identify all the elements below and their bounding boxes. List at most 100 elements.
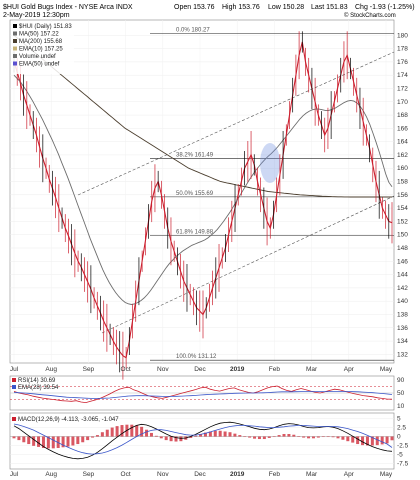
legend-label: Volume undef [19,54,56,60]
macd-hist-bar [140,426,144,437]
macd-hist-bar [37,436,41,447]
macd-hist-bar [27,436,31,445]
rsi-series-line-0 [13,385,393,404]
macd-hist-bar [361,436,365,446]
macd-hist-bar [282,434,286,437]
macd-hist-bar [12,436,16,439]
channel-upper-line [77,51,395,196]
fib-label: 61.8% 149.88 [176,230,214,236]
macd-hist-bar [292,434,296,437]
x-axis-label-bottom: Feb [269,471,281,478]
macd-hist-bar [22,436,26,443]
legend-swatch [13,24,17,28]
x-axis-label: Oct [121,366,131,373]
fib-retracement-lines: 0.0% 180.27 38.2% 161.49 50.0% 155.69 61.8%… [150,27,394,361]
trend-channel [77,51,395,334]
macd-hist-bar [41,436,45,448]
macd-hist-bar [257,436,261,440]
price-y-tick: 154 [397,205,408,212]
macd-hist-bar [331,436,335,438]
macd-hist-bar [194,435,198,437]
fib-label: 50.0% 155.69 [176,191,214,197]
macd-hist-bar [390,436,394,441]
macd-hist-bar [316,436,320,438]
rsi-legend-label: RSI(14) 30.69 [18,378,56,384]
price-y-tick: 160 [397,165,408,172]
macd-hist-bar [233,433,237,437]
highlight-ellipse [260,143,280,183]
rsi-legend-swatch [12,378,16,382]
price-y-tick: 132 [397,351,408,358]
chart-title: $HUI Gold Bugs Index - NYSE Arca INDX [3,4,133,11]
rsi-y-tick: 10 [397,403,405,410]
rsi-y-tick: 90 [397,377,405,384]
macd-hist-bar [238,435,242,437]
price-series-line-2 [13,34,392,198]
price-y-tick: 136 [397,325,408,332]
price-y-tick: 142 [397,285,408,292]
macd-hist-bar [223,431,227,437]
legend-label: EMA(50) undef [19,62,60,68]
macd-hist-bar [297,436,301,437]
legend-swatch [13,54,17,58]
x-axis-label: Nov [157,366,169,373]
price-y-tick: 178 [397,46,408,53]
x-axis-label: Dec [194,366,206,373]
macd-hist-bar [164,436,168,441]
macd-hist-bar [179,436,183,442]
x-axis-label: Mar [306,366,318,373]
rsi-series-line-1 [13,391,393,399]
macd-hist-bar [91,436,95,438]
price-y-tick: 180 [397,32,408,39]
rsi-legend-swatch [12,385,16,389]
price-y-tick: 146 [397,258,408,265]
macd-hist-bar [66,436,70,447]
macd-hist-bar [95,435,99,437]
macd-hist-bar [76,436,80,445]
x-axis-label-bottom: Dec [194,471,206,478]
macd-hist-bar [385,436,389,444]
macd-hist-bar [262,436,266,440]
macd-hist-bar [154,435,158,437]
price-y-tick: 140 [397,298,408,305]
legend-swatch [13,39,17,43]
legend-swatch [13,46,17,51]
price-y-tick: 158 [397,179,408,186]
macd-hist-bar [145,429,149,437]
price-y-tick: 168 [397,112,408,119]
macd-hist-bar [105,429,109,437]
macd-hist-bar [228,432,232,437]
price-y-tick: 162 [397,152,408,159]
rsi-y-tick: 50 [397,390,405,397]
price-y-tick: 134 [397,338,408,345]
price-y-tick: 148 [397,245,408,252]
x-axis-label-bottom: May [380,471,393,478]
macd-hist-bar [218,430,222,437]
quote-high: High 153.76 [222,4,260,11]
macd-hist-bar [115,426,119,437]
macd-legend-swatch [12,417,16,421]
macd-hist-bar [17,436,21,441]
macd-x-axis: Jul Aug Sep Oct Nov Dec 2019 Feb Mar Apr May [10,471,393,478]
price-x-axis: Jul Aug Sep Oct Nov Dec 2019 Feb Mar Apr May [10,366,393,373]
macd-hist-bar [174,436,178,442]
x-axis-label: Sep [83,366,95,373]
macd-hist-bar [71,436,75,446]
price-series [13,31,393,380]
macd-hist-bar [351,436,355,443]
x-axis-label-bottom: Mar [306,471,318,478]
x-axis-label-bottom: Oct [121,471,131,478]
rsi-gridlines [10,386,394,400]
macd-hist-bar [346,436,350,442]
macd-hist-bar [213,430,217,437]
macd-hist-bar [272,436,276,438]
x-axis-label: Jul [10,366,19,373]
fib-label: 100.0% 131.12 [176,354,217,360]
price-y-tick: 170 [397,99,408,106]
macd-hist-bar [267,436,271,438]
macd-hist-bar [336,436,340,439]
channel-lower-line [101,195,395,334]
price-gridlines [10,20,394,363]
x-axis-label-bottom: Sep [83,471,95,478]
